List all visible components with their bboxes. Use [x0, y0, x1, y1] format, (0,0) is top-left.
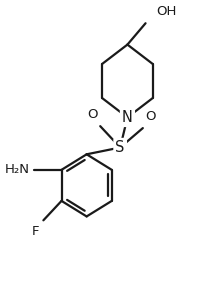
- Text: F: F: [31, 225, 39, 238]
- Text: OH: OH: [156, 5, 177, 18]
- Text: N: N: [122, 110, 133, 125]
- Text: O: O: [88, 108, 98, 121]
- Text: S: S: [115, 140, 125, 155]
- Text: H₂N: H₂N: [5, 163, 30, 176]
- Text: O: O: [145, 110, 155, 123]
